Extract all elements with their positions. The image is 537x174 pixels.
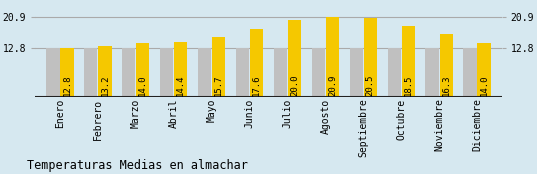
Bar: [236, 48, 249, 97]
Bar: [463, 48, 477, 97]
Bar: [198, 48, 211, 97]
Text: 20.0: 20.0: [290, 74, 299, 96]
Text: 20.5: 20.5: [366, 74, 375, 96]
Bar: [274, 48, 287, 97]
Bar: [388, 48, 401, 97]
Text: 13.2: 13.2: [100, 74, 110, 96]
Text: Temperaturas Medias en almachar: Temperaturas Medias en almachar: [27, 159, 248, 172]
Bar: [250, 29, 263, 97]
Text: 17.6: 17.6: [252, 74, 261, 96]
Bar: [364, 18, 377, 97]
Bar: [425, 48, 439, 97]
Bar: [311, 48, 325, 97]
Text: 16.3: 16.3: [441, 74, 451, 96]
Text: 18.5: 18.5: [404, 74, 413, 96]
Bar: [439, 34, 453, 97]
Text: 15.7: 15.7: [214, 74, 223, 96]
Text: 20.9: 20.9: [328, 74, 337, 96]
Text: 14.0: 14.0: [480, 74, 489, 96]
Bar: [174, 42, 187, 97]
Bar: [60, 48, 74, 97]
Bar: [98, 46, 112, 97]
Bar: [326, 17, 339, 97]
Bar: [84, 48, 98, 97]
Bar: [122, 48, 135, 97]
Bar: [350, 48, 363, 97]
Bar: [288, 20, 301, 97]
Bar: [46, 48, 60, 97]
Text: 14.4: 14.4: [176, 74, 185, 96]
Text: 12.8: 12.8: [62, 74, 71, 96]
Text: 14.0: 14.0: [139, 74, 147, 96]
Bar: [477, 43, 491, 97]
Bar: [160, 48, 173, 97]
Bar: [402, 26, 415, 97]
Bar: [136, 43, 149, 97]
Bar: [212, 37, 226, 97]
